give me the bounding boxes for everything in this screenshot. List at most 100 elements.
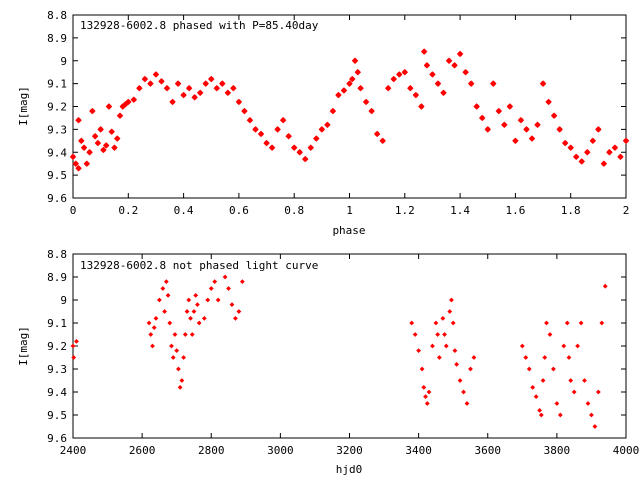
data-point [111, 144, 118, 151]
data-point [538, 412, 544, 418]
data-point [86, 149, 93, 156]
y-tick-label: 9.1 [47, 78, 67, 91]
data-point [412, 332, 418, 337]
data-point [212, 279, 218, 284]
y-tick-label: 9.4 [47, 146, 67, 159]
x-tick-label: 3600 [475, 444, 502, 457]
data-point [351, 57, 359, 64]
y-tick-label: 9.4 [47, 386, 67, 399]
data-point [462, 68, 469, 76]
data-point [219, 80, 226, 87]
data-point [72, 160, 79, 167]
data-point [191, 94, 198, 101]
data-point [241, 107, 248, 115]
data-point [473, 103, 480, 110]
data-point [83, 160, 91, 167]
data-point [430, 343, 435, 349]
data-point [94, 139, 102, 147]
x-tick-label: 2 [623, 204, 630, 217]
data-point [530, 385, 536, 390]
data-point [592, 424, 598, 429]
data-point [165, 293, 171, 298]
data-point [419, 366, 425, 372]
data-point [452, 348, 458, 353]
data-point [252, 126, 259, 133]
data-point [454, 362, 460, 367]
data-point [599, 320, 605, 326]
data-point [201, 316, 207, 321]
data-point [153, 316, 159, 321]
data-point [202, 80, 209, 87]
y-tick-label: 9.3 [47, 123, 67, 136]
data-point [296, 149, 303, 156]
data-point [409, 320, 415, 326]
data-point [354, 68, 361, 76]
data-point [573, 153, 580, 161]
data-point [449, 297, 454, 303]
data-point [116, 112, 124, 119]
phased-light-curve-chart: 0 0.2 0.4 0.6 0.8 1 1.2 1.4 1.6 1.8 2 8.8 8.9 9 9.1 9.2… [17, 9, 629, 237]
axis-ticks: 2400 2600 2800 3000 3200 3400 3600 3800 4000 8.8 8… [47, 248, 639, 457]
data-point [274, 126, 281, 133]
y-tick-label: 8.8 [47, 248, 67, 261]
y-tick-label: 9.6 [47, 432, 67, 445]
data-point [467, 80, 475, 87]
data-point [534, 121, 541, 128]
data-point [148, 332, 154, 337]
data-point [163, 85, 171, 92]
data-point [450, 320, 456, 326]
data-point [440, 316, 446, 321]
data-point [434, 80, 442, 87]
data-point [329, 107, 337, 115]
data-point [416, 348, 422, 353]
data-point [471, 355, 477, 360]
x-tick-label: 1.6 [505, 204, 525, 217]
y-tick-label: 9 [60, 55, 67, 68]
data-point [291, 144, 298, 151]
data-point [71, 355, 77, 360]
x-tick-label: 1.2 [395, 204, 415, 217]
y-tick-label: 9.5 [47, 169, 67, 182]
data-point [169, 98, 176, 106]
y-tick-label: 9.3 [47, 363, 67, 376]
data-point [340, 87, 348, 94]
data-point [222, 274, 228, 280]
data-point [318, 126, 326, 133]
data-point [571, 389, 577, 395]
chart-title: 132928-6002.8 phased with P=85.40day [80, 19, 319, 32]
data-point [182, 332, 188, 337]
data-point [435, 332, 441, 337]
data-point [622, 137, 630, 145]
data-point [401, 68, 408, 76]
data-point [208, 286, 214, 291]
data-point [578, 320, 584, 326]
data-point [545, 98, 552, 106]
data-point [346, 80, 353, 87]
data-point [611, 144, 619, 151]
data-point [75, 117, 82, 124]
data-point [424, 401, 430, 406]
data-point [357, 85, 364, 92]
data-point [451, 62, 458, 69]
data-point [544, 320, 549, 326]
data-point [567, 144, 574, 151]
data-point [420, 48, 428, 55]
x-tick-label: 0.2 [118, 204, 138, 217]
data-point [162, 309, 167, 314]
x-tick-label: 0.6 [229, 204, 249, 217]
data-point [224, 89, 232, 96]
y-axis-label: I[mag] [17, 326, 30, 366]
data-point [188, 316, 193, 321]
data-point [130, 96, 138, 103]
data-point [362, 98, 370, 106]
data-point [205, 297, 211, 303]
data-point [495, 107, 503, 115]
y-tick-label: 8.9 [47, 32, 67, 45]
data-point [268, 144, 276, 151]
data-point [70, 343, 76, 349]
data-point [186, 297, 192, 303]
data-point [78, 137, 85, 145]
data-point [236, 309, 242, 314]
data-point [506, 103, 514, 110]
data-point [407, 85, 414, 92]
